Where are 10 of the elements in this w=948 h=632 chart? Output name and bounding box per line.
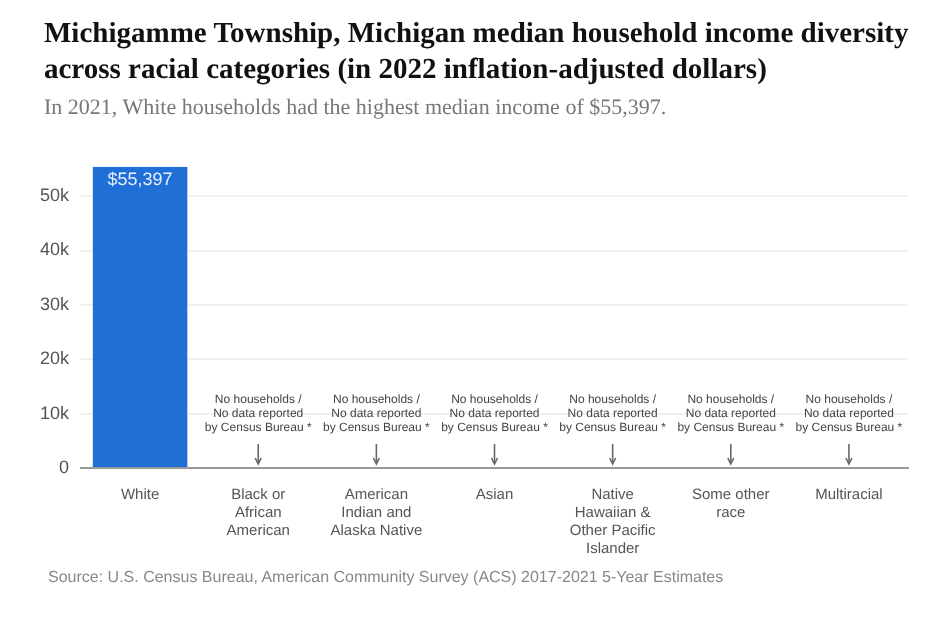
y-tick-label: 50k [39, 185, 71, 206]
y-tick-label: 40k [39, 239, 71, 260]
y-tick-label: 20k [39, 348, 71, 369]
y-tick-label: 30k [39, 293, 71, 314]
y-tick-label: 10k [39, 402, 71, 423]
source-note: Source: U.S. Census Bureau, American Community Survey (ACS) 2017-2021 5-Year Estimates [48, 568, 724, 586]
chart-title: Michigamme Township, Michigan median household income diversity across racial categories (in 2022 inflation-adjusted dollars) [44, 16, 911, 88]
y-tick-label: 0 [58, 456, 70, 477]
chart-subtitle: In 2021, White households had the highest median income of $55,397. [44, 96, 667, 120]
data-label: $55,397 [107, 168, 173, 189]
